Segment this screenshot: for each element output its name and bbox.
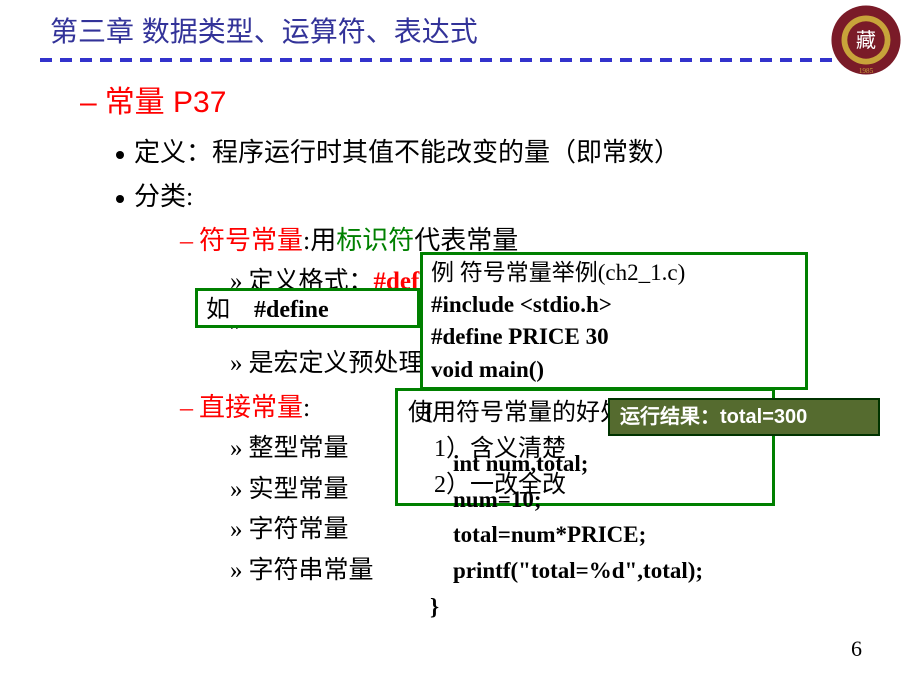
arrow-bullet: » — [230, 350, 243, 377]
direct-const-title: 直接常量 — [199, 393, 303, 422]
category-label: 分类: — [134, 182, 193, 211]
code-l4: total=num*PRICE; — [430, 517, 703, 553]
example-code-box: 例 符号常量举例(ch2_1.c) #include <stdio.h> #de… — [420, 252, 808, 390]
item-text: 字符串常量 — [249, 557, 374, 584]
define-example-box: 如 #define — [195, 288, 420, 328]
dot-bullet — [116, 195, 124, 203]
arrow-bullet: » — [230, 557, 243, 584]
dash-bullet: – — [180, 226, 193, 255]
definition-text: 程序运行时其值不能改变的量（即常数） — [212, 138, 680, 167]
arrow-bullet: » — [230, 516, 243, 543]
dash-bullet: – — [180, 393, 193, 422]
university-logo: 藏 1985 — [830, 4, 902, 76]
item-text: 整型常量 — [249, 435, 349, 462]
example-line1: 例 符号常量举例(ch2_1.c) — [431, 257, 797, 289]
topic-title: –常量 P37 — [80, 80, 920, 127]
example-line3: #define PRICE 30 — [431, 321, 797, 353]
define-box-word2: #define — [254, 297, 329, 323]
page-number: 6 — [851, 636, 862, 662]
definition-label: 定义： — [134, 138, 212, 167]
example-line2: #include <stdio.h> — [431, 289, 797, 321]
dot-bullet — [116, 151, 124, 159]
code-l6: } — [430, 589, 703, 625]
category-line: 分类: — [116, 177, 920, 217]
item-text: 实型常量 — [249, 476, 349, 503]
code-l2: int num,total; — [430, 446, 703, 482]
code-tail-block: { int num,total; num=10; total=num*PRICE… — [430, 446, 703, 624]
dash-bullet: – — [80, 86, 99, 119]
symbol-const-title: 符号常量 — [199, 226, 303, 255]
code-l1: { — [424, 394, 433, 430]
define-box-word1: 如 — [206, 297, 230, 323]
colon: : — [303, 393, 310, 422]
arrow-bullet: » — [230, 435, 243, 462]
example-line4: void main() — [431, 354, 797, 386]
item-text: 字符常量 — [249, 516, 349, 543]
code-l3: num=10; — [430, 482, 703, 518]
code-l5: printf("total=%d",total); — [430, 553, 703, 589]
symbol-const-end: 代表常量 — [414, 226, 518, 255]
arrow-bullet: » — [230, 476, 243, 503]
identifier-word: 标识符 — [336, 226, 414, 255]
svg-text:1985: 1985 — [859, 67, 874, 75]
topic-text: 常量 P37 — [105, 86, 227, 119]
symbol-const-suffix: :用 — [303, 226, 336, 255]
definition-line: 定义：程序运行时其值不能改变的量（即常数） — [116, 133, 920, 173]
chapter-title: 第三章 数据类型、运算符、表达式 — [0, 0, 920, 50]
line3-text: 是宏定义预处理 — [249, 350, 424, 377]
logo-char: 藏 — [856, 29, 876, 52]
result-box: 运行结果：total=300 — [608, 398, 880, 436]
